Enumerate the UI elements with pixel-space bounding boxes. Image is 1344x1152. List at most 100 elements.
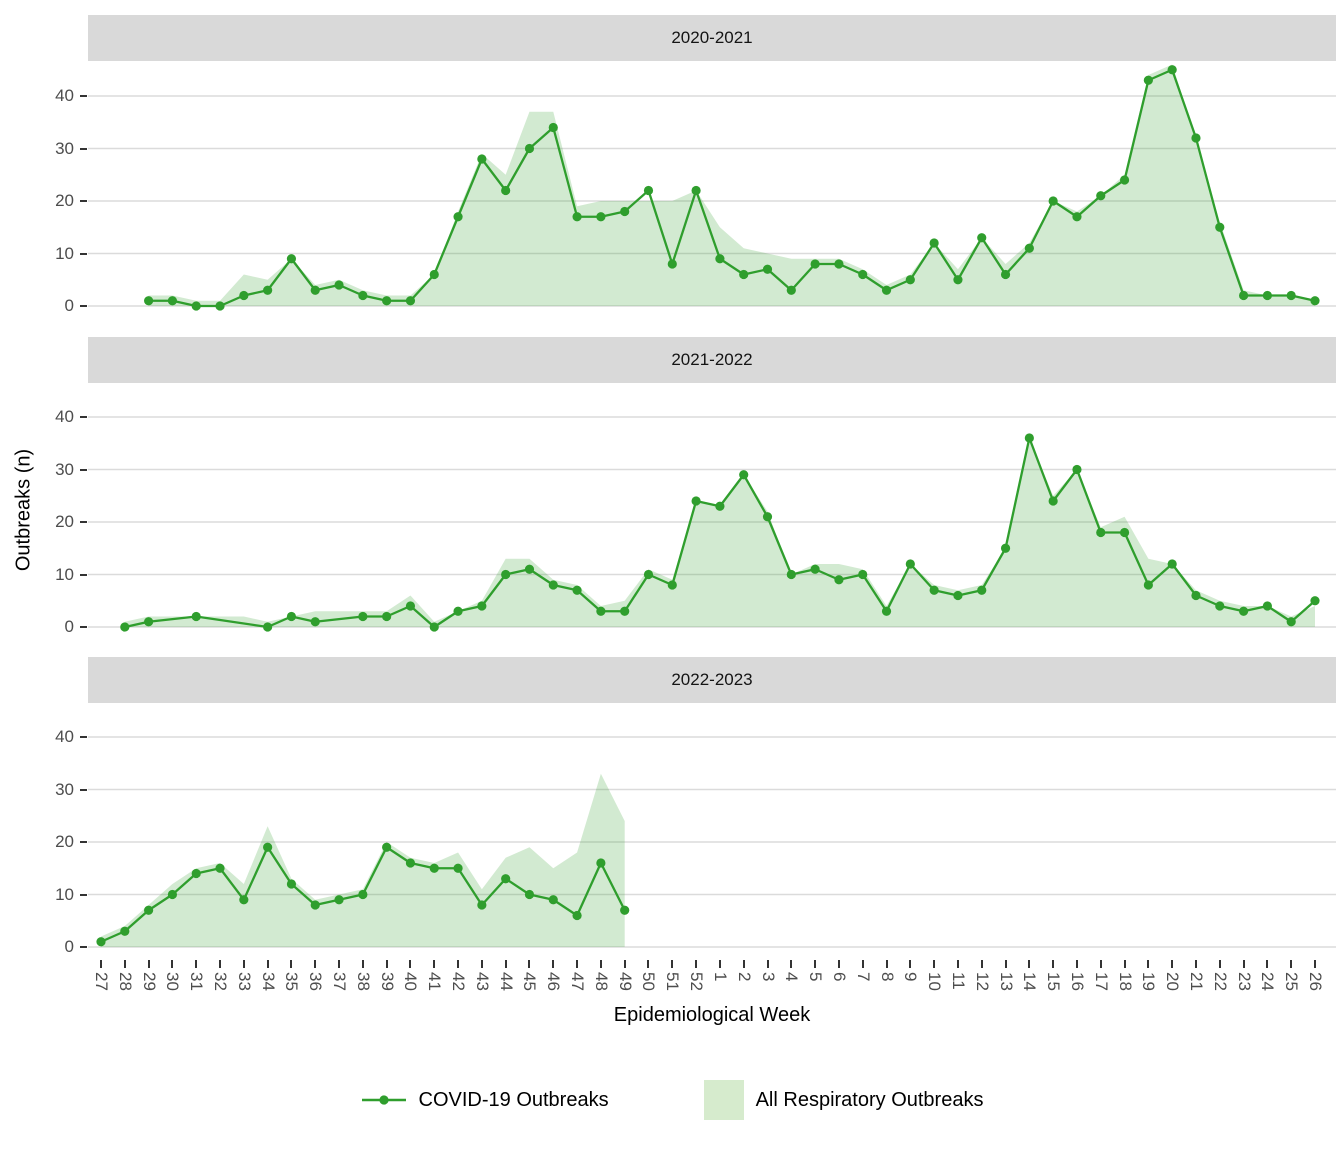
covid-point: [429, 622, 439, 632]
x-tick-mark: [861, 960, 864, 968]
panel-canvas-2022-2023: [88, 736, 1336, 948]
x-tick-label-week-48: 48: [591, 972, 611, 991]
x-tick-label-week-41: 41: [425, 972, 445, 991]
x-tick-mark: [766, 960, 769, 968]
covid-point: [1286, 290, 1296, 301]
x-tick-label-week-7: 7: [853, 972, 873, 982]
covid-point: [477, 154, 487, 164]
facet-strip-2021-2022: 2021-2022: [88, 337, 1336, 383]
covid-point: [1191, 133, 1201, 143]
covid-point: [667, 259, 677, 269]
covid-point: [1143, 75, 1153, 85]
covid-point: [1119, 527, 1130, 538]
legend-label-respiratory: All Respiratory Outbreaks: [755, 1088, 984, 1111]
covid-point: [715, 501, 725, 511]
covid-point: [834, 575, 844, 585]
covid-point: [144, 905, 154, 915]
covid-point: [1191, 590, 1201, 601]
y-tick-mark: [80, 788, 87, 791]
covid-point: [1024, 433, 1034, 443]
x-tick-mark: [528, 960, 531, 968]
x-tick-label-week-20: 20: [1163, 972, 1183, 991]
covid-point: [144, 296, 154, 306]
y-tick-label: 10: [55, 884, 74, 904]
y-tick-mark: [80, 468, 87, 471]
x-tick-label-week-33: 33: [234, 972, 254, 991]
x-tick-label-week-28: 28: [115, 972, 135, 991]
x-tick-mark: [1099, 960, 1102, 968]
x-tick-mark: [956, 960, 959, 968]
y-tick-label: 40: [55, 407, 74, 426]
covid-point: [596, 606, 606, 616]
covid-point: [1215, 601, 1225, 611]
panel-2021-2022: [88, 382, 1336, 640]
covid-point: [572, 212, 582, 222]
x-tick-label-week-17: 17: [1091, 972, 1111, 991]
x-tick-mark: [266, 960, 269, 968]
covid-point: [929, 585, 939, 595]
covid-point: [405, 601, 416, 611]
covid-point: [215, 301, 225, 311]
covid-point: [334, 280, 344, 290]
x-tick-label-week-40: 40: [401, 972, 421, 991]
x-tick-mark: [837, 960, 840, 968]
x-tick-label-week-21: 21: [1186, 972, 1206, 991]
covid-point: [643, 185, 654, 196]
x-tick-mark: [1314, 960, 1316, 968]
x-tick-label-week-6: 6: [829, 972, 849, 982]
y-tick-label: 10: [55, 564, 74, 584]
covid-point: [239, 895, 249, 905]
x-tick-mark: [599, 960, 602, 968]
x-tick-mark: [1171, 960, 1174, 968]
x-tick-label-week-23: 23: [1234, 972, 1254, 991]
covid-point: [1262, 601, 1272, 611]
x-tick-label-week-38: 38: [353, 972, 373, 991]
covid-point: [191, 868, 201, 879]
x-tick-mark: [980, 960, 983, 968]
x-tick-mark: [1004, 960, 1007, 968]
x-tick-label-week-2: 2: [734, 972, 754, 982]
x-tick-label-week-5: 5: [806, 972, 826, 982]
x-axis-title: Epidemiological Week: [613, 1004, 811, 1026]
x-tick-mark: [1052, 960, 1055, 968]
y-tick-label: 20: [55, 512, 74, 531]
y-tick-mark: [80, 626, 87, 628]
x-tick-label-week-27: 27: [92, 972, 111, 991]
covid-point: [167, 889, 178, 900]
covid-point: [1238, 606, 1249, 616]
x-tick-mark: [718, 960, 721, 968]
y-tick-label: 0: [64, 296, 74, 315]
covid-point: [858, 269, 868, 280]
covid-point: [1000, 543, 1011, 553]
covid-point: [334, 895, 344, 905]
y-tick-mark: [80, 736, 87, 738]
x-tick-label-week-3: 3: [758, 972, 778, 982]
covid-point: [620, 206, 630, 217]
covid-point: [429, 269, 439, 280]
covid-point: [1072, 464, 1082, 475]
covid-point: [453, 606, 463, 616]
y-tick-label: 10: [55, 243, 74, 263]
x-tick-mark: [480, 960, 483, 968]
x-tick-label-week-30: 30: [163, 972, 183, 991]
area-swatch-icon: [703, 1080, 744, 1120]
line-point-swatch-icon: [361, 1095, 406, 1105]
x-tick-label-week-10: 10: [925, 972, 945, 991]
covid-point: [762, 512, 773, 522]
covid-point: [739, 470, 749, 480]
covid-point: [810, 259, 820, 269]
y-tick-mark: [80, 841, 87, 843]
covid-point: [453, 863, 463, 873]
x-tick-label-week-29: 29: [139, 972, 159, 991]
covid-point: [263, 285, 273, 295]
x-tick-mark: [909, 960, 912, 968]
covid-point: [1215, 222, 1225, 232]
covid-point: [1286, 617, 1296, 627]
covid-point: [548, 122, 558, 133]
covid-point: [786, 285, 796, 295]
x-tick-mark: [242, 960, 245, 968]
covid-point: [905, 559, 915, 569]
x-tick-label-week-14: 14: [1020, 972, 1040, 991]
x-tick-mark: [1028, 960, 1031, 968]
